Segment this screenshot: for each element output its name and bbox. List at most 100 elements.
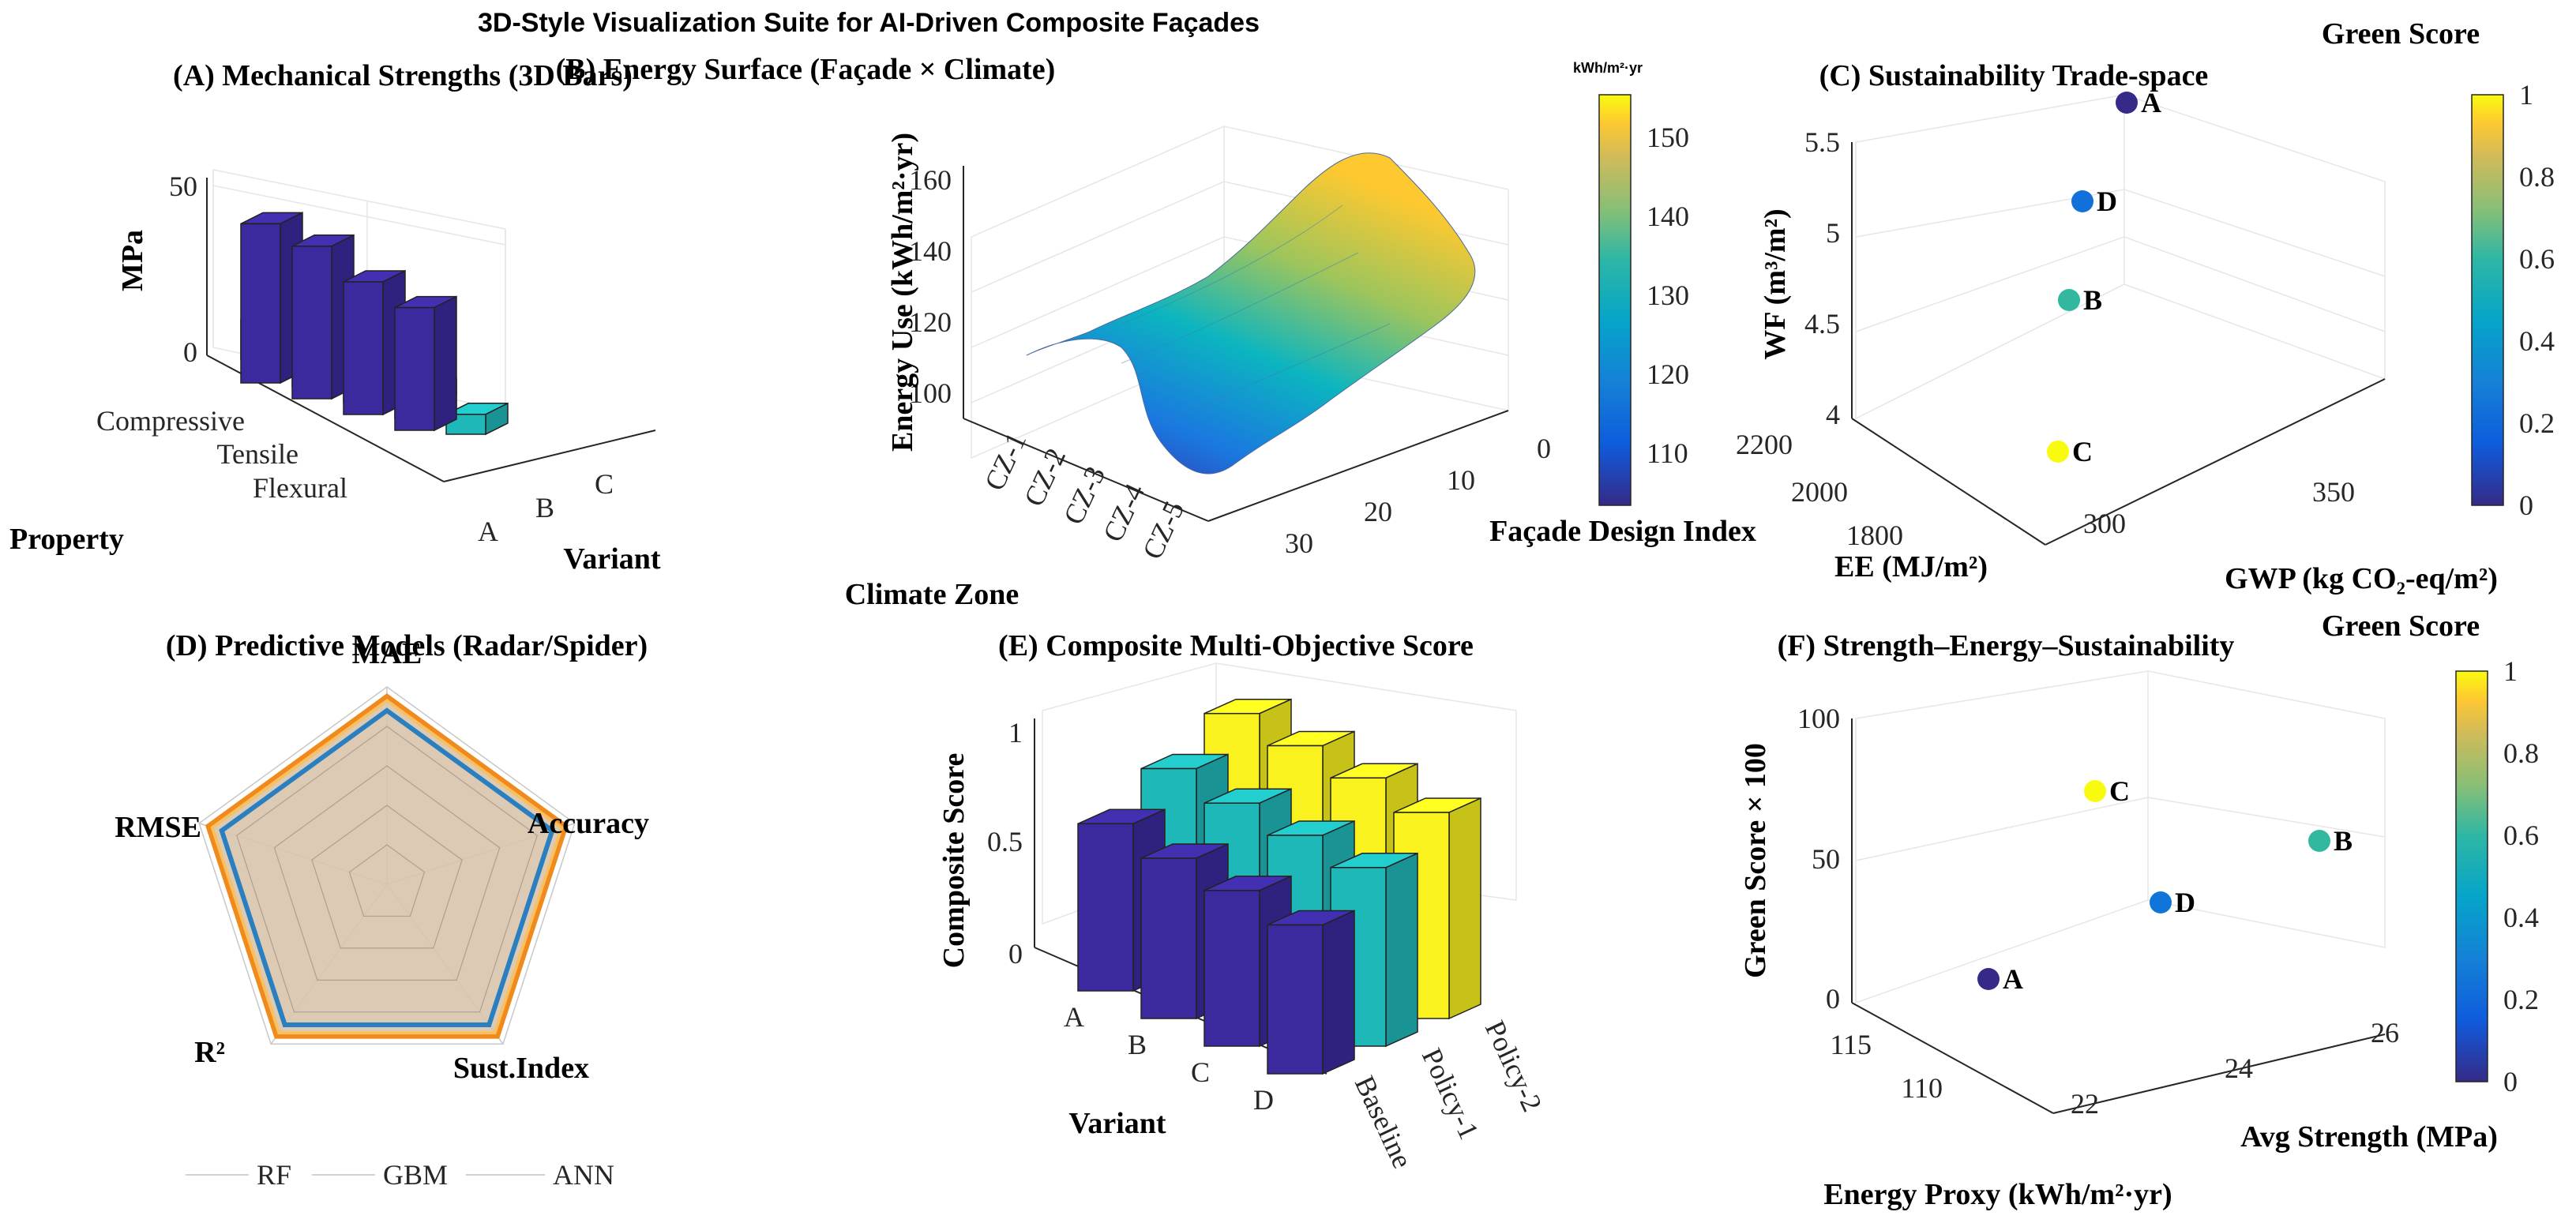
point-c-label: A xyxy=(2141,87,2161,118)
radar-series-rf xyxy=(205,693,569,1039)
point-c-A xyxy=(2116,92,2138,114)
point-f-C xyxy=(2084,780,2106,802)
panel-c-ytick: 350 xyxy=(2312,476,2355,508)
radar-series-gbm xyxy=(219,707,555,1027)
panel-b-ztick: 120 xyxy=(909,306,952,338)
radar-axis-label: Sust.Index xyxy=(453,1052,589,1085)
panel-a-zlabel: MPa xyxy=(116,230,149,291)
panel-a-title: (A) Mechanical Strengths (3D Bars) xyxy=(173,59,633,92)
panel-a-ytick: Tensile xyxy=(217,438,299,470)
bar-e-0-3 xyxy=(1267,910,1355,1075)
panel-f: (F) Strength–Energy–Sustainability Green… xyxy=(1739,610,2539,1211)
panel-e-bars xyxy=(1077,698,1481,1075)
bar-a-A-2-front xyxy=(343,281,384,415)
point-c-label: D xyxy=(2097,186,2117,217)
panel-a-grid-line xyxy=(212,185,506,246)
radar-fill xyxy=(208,696,565,1037)
panel-c-points: A D B C xyxy=(2047,87,2161,467)
panel-a-xtick: B xyxy=(535,492,554,523)
point-f-label: B xyxy=(2334,825,2353,857)
panel-f-ztick: 100 xyxy=(1797,703,1840,734)
bar-e-0-2-front xyxy=(1204,890,1260,1047)
panel-b-ytick: 10 xyxy=(1447,464,1475,496)
cb-tick: 0.6 xyxy=(2503,820,2539,851)
radar-series-ann xyxy=(210,699,564,1035)
panel-c-grid-line xyxy=(1855,189,2386,277)
panel-c-ztick: 4 xyxy=(1826,399,1840,430)
panel-f-title: (F) Strength–Energy–Sustainability xyxy=(1778,629,2235,662)
panel-a-ytick: Flexural xyxy=(253,472,347,504)
radar-axis-label: R² xyxy=(194,1036,225,1069)
panel-d-title: (D) Predictive Models (Radar/Spider) xyxy=(166,629,648,662)
panel-b-cb-tick: 140 xyxy=(1647,201,1689,232)
panel-b: (B) Energy Surface (Façade × Climate) kW… xyxy=(556,53,1756,611)
panel-f-ytick: 115 xyxy=(1830,1029,1872,1060)
panel-e-ztick: 0 xyxy=(1008,938,1023,970)
radar-inner-ring xyxy=(311,805,463,949)
panel-c: (C) Sustainability Trade-space Green Sco… xyxy=(1736,17,2555,595)
panel-a-ztick: 0 xyxy=(183,336,197,368)
panel-b-xtick: CZ-5 xyxy=(1136,496,1190,564)
bar-a-A-0-front xyxy=(240,223,281,384)
panel-e-xlabel: Variant xyxy=(1068,1107,1166,1140)
figure-suptitle: 3D-Style Visualization Suite for AI-Driv… xyxy=(478,8,1260,38)
panel-c-y-axis xyxy=(2045,378,2386,546)
panel-b-cb-tick: 120 xyxy=(1647,358,1689,390)
panel-e-ztick: 0.5 xyxy=(987,826,1023,857)
radar-inner-ring xyxy=(273,765,501,981)
panel-e-ztick: 1 xyxy=(1008,717,1023,748)
point-c-C xyxy=(2047,441,2069,463)
panel-b-title: (B) Energy Surface (Façade × Climate) xyxy=(556,53,1056,86)
panel-d: (D) Predictive Models (Radar/Spider) MAE… xyxy=(115,629,649,1191)
panel-c-grid-line xyxy=(1855,236,2386,332)
panel-b-cb-tick: 130 xyxy=(1647,279,1689,311)
panel-c-ztick: 5 xyxy=(1826,217,1840,249)
panel-b-cb-tick: 150 xyxy=(1647,122,1689,153)
radar-axis-label: RMSE xyxy=(115,811,201,844)
panel-b-surface xyxy=(1026,152,1476,475)
bar-e-0-0-front xyxy=(1077,823,1134,992)
panel-b-colorbar xyxy=(1598,94,1632,506)
panel-a: (A) Mechanical Strengths (3D Bars) 50 0 … xyxy=(9,59,661,576)
panel-c-cb-ticks: 0 0.2 0.4 0.6 0.8 1 xyxy=(2519,79,2555,521)
panel-f-xtick: 24 xyxy=(2225,1052,2253,1084)
panel-a-bars xyxy=(240,212,509,436)
cb-tick: 0 xyxy=(2503,1066,2518,1097)
panel-c-xtick: 2000 xyxy=(1791,476,1848,508)
bar-e-0-1-front xyxy=(1140,857,1197,1019)
panel-c-title: (C) Sustainability Trade-space xyxy=(1819,59,2209,92)
cb-tick: 0.8 xyxy=(2519,161,2555,193)
legend-gbm: GBM xyxy=(383,1159,448,1191)
panel-f-ytick: 110 xyxy=(1901,1072,1943,1104)
panel-c-colorbar xyxy=(2471,94,2504,506)
panel-c-xtick: 1800 xyxy=(1846,520,1903,551)
point-f-label: C xyxy=(2109,775,2130,807)
panel-f-y-axis xyxy=(1851,1002,2054,1114)
panel-c-ytick: 300 xyxy=(2083,508,2126,539)
cb-tick: 0.2 xyxy=(2503,984,2539,1015)
panel-e-scenario: Policy-2 xyxy=(1479,1015,1549,1116)
panel-b-xlabel: Climate Zone xyxy=(845,578,1020,611)
panel-b-colorbar-unit: kWh/m²·yr xyxy=(1573,60,1643,76)
point-c-label: C xyxy=(2072,436,2093,467)
panel-a-xlabel: Variant xyxy=(563,542,661,576)
point-c-label: B xyxy=(2083,284,2102,316)
panel-b-ztick: 100 xyxy=(909,377,952,409)
panel-c-ztick: 5.5 xyxy=(1804,126,1840,158)
cb-tick: 0.2 xyxy=(2519,407,2555,439)
legend-ann: ANN xyxy=(553,1159,614,1191)
cb-tick: 0.8 xyxy=(2503,737,2539,769)
panel-f-xtick: 22 xyxy=(2071,1088,2099,1120)
panel-c-xlabel: EE (MJ/m²) xyxy=(1834,550,1988,583)
panel-f-zlabel: Green Score × 100 xyxy=(1739,743,1772,978)
radar-inner-ring xyxy=(348,844,426,917)
point-f-B xyxy=(2308,830,2330,852)
panel-a-x-axis xyxy=(443,430,656,482)
panel-b-x-axis xyxy=(963,418,1209,522)
radar-axis-label: Accuracy xyxy=(528,807,649,840)
panel-e-scenario: Policy-1 xyxy=(1416,1043,1485,1143)
point-f-label: D xyxy=(2175,887,2195,918)
bar-a-A-1-front xyxy=(291,246,332,400)
panel-e-title: (E) Composite Multi-Objective Score xyxy=(998,629,1474,662)
panel-e-xtick: C xyxy=(1191,1056,1210,1088)
